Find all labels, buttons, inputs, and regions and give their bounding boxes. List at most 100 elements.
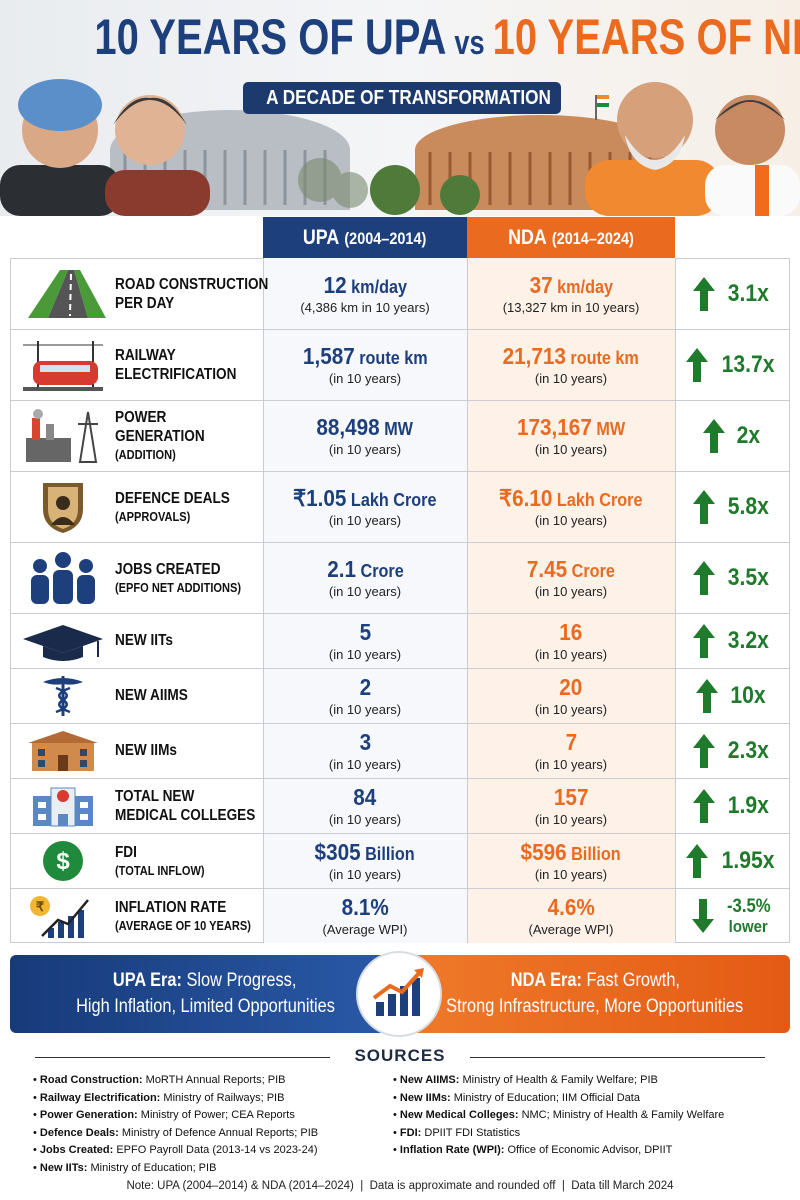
- change-arrow-svg: [703, 418, 726, 453]
- change-cell: 2.3x: [675, 723, 790, 778]
- upa-value: 12: [323, 271, 347, 298]
- source-text: Ministry of Defence Annual Reports; PIB: [121, 1126, 319, 1139]
- change-text-wrap: 2.3x: [725, 736, 772, 764]
- row-icon: ₹: [18, 888, 108, 943]
- row-label: NEW AIIMS: [115, 668, 259, 723]
- upa-value-line: 88,498 MW: [317, 414, 414, 441]
- nda-note: (in 10 years): [534, 370, 608, 386]
- row-divider: [10, 542, 790, 543]
- change-text: 3.2x: [727, 626, 770, 654]
- nda-header-name: NDA: [508, 226, 547, 249]
- nda-value: 4.6%: [547, 893, 595, 920]
- subtitle-wrap: A DECADE OF TRANSFORMATION: [266, 82, 551, 114]
- subtitle: A DECADE OF TRANSFORMATION: [266, 87, 551, 109]
- change-text-wrap: 5.8x: [725, 494, 772, 518]
- nda-unit: Billion: [571, 843, 622, 864]
- nda-value: 21,713: [502, 342, 567, 369]
- source-name: Railway Electrification:: [39, 1091, 161, 1104]
- upa-value: 3: [359, 728, 371, 755]
- upa-value: ₹1.05: [293, 484, 347, 511]
- nda-value: 7.45: [526, 555, 568, 582]
- row-label-line: NEW IITs: [115, 632, 173, 649]
- change-arrow: [691, 898, 714, 933]
- upa-cell: 88,498 MW (in 10 years): [263, 400, 467, 471]
- upa-cell: 5 (in 10 years): [263, 613, 467, 668]
- change-text: 2.3x: [727, 736, 770, 764]
- upa-unit: Billion: [365, 843, 416, 864]
- row-label: RAILWAY ELECTRIFICATION: [115, 329, 259, 400]
- change-text-wrap: 10x: [728, 683, 768, 707]
- change-cell: 13.7x: [675, 329, 790, 400]
- nda-cell: 7 (in 10 years): [467, 723, 675, 778]
- change-arrow: [693, 733, 716, 768]
- change-arrow-svg: [693, 560, 716, 595]
- row-icon: [18, 542, 108, 613]
- nda-value-line: 16: [559, 619, 582, 646]
- change-arrow-svg: [696, 678, 719, 713]
- row-icon-svg: [33, 787, 93, 826]
- upa-banner-text: Slow Progress,: [186, 970, 297, 991]
- change-text-wrap: 3.5x: [725, 565, 772, 589]
- upa-value-line: 3: [359, 729, 371, 756]
- row-label: FDI (TOTAL INFLOW): [115, 833, 259, 888]
- row-icon: [18, 668, 108, 723]
- upa-cell: 3 (in 10 years): [263, 723, 467, 778]
- nda-value-line: $596 Billion: [521, 839, 621, 866]
- change-cell: -3.5% lower: [675, 888, 790, 943]
- row-label: JOBS CREATED (EPFO NET ADDITIONS): [115, 542, 259, 613]
- source-item: • New IIMs: Ministry of Education; IIM O…: [393, 1091, 640, 1104]
- upa-note: (4,386 km in 10 years): [300, 299, 430, 315]
- change-arrow: [686, 347, 709, 382]
- source-name: Inflation Rate (WPI):: [399, 1144, 505, 1156]
- row-label: ROAD CONSTRUCTION PER DAY: [115, 258, 268, 329]
- nda-value-line: 7.45 Crore: [527, 556, 615, 583]
- source-name: Power Generation:: [39, 1109, 138, 1121]
- source-text: Ministry of Education; IIM Official Data: [453, 1091, 640, 1104]
- change-arrow: [696, 678, 719, 713]
- title-upa: 10 YEARS OF UPA: [94, 9, 447, 65]
- upa-header-name: UPA: [303, 226, 340, 249]
- nda-cell: 20 (in 10 years): [467, 668, 675, 723]
- upa-value: 88,498: [316, 413, 381, 440]
- upa-header-period: (2004–2014): [344, 229, 427, 248]
- row-label-line: FDI: [115, 843, 137, 861]
- nda-unit: Crore: [571, 560, 616, 581]
- source-name: Road Construction:: [39, 1074, 143, 1086]
- row-icon: [18, 258, 108, 329]
- source-name: Defence Deals:: [39, 1126, 119, 1139]
- change-arrow-svg: [693, 733, 716, 768]
- upa-column-bg: [263, 258, 467, 943]
- source-item: • Inflation Rate (WPI): Office of Econom…: [393, 1144, 673, 1156]
- upa-value: 2: [359, 673, 371, 700]
- upa-value: $305: [314, 838, 362, 865]
- source-name: New IIMs:: [399, 1091, 451, 1104]
- row-divider: [10, 471, 790, 472]
- nda-unit: km/day: [556, 276, 613, 297]
- row-divider: [10, 329, 790, 330]
- change-arrow: [686, 843, 709, 878]
- upa-note: (in 10 years): [328, 512, 402, 528]
- row-label-line: GENERATION: [115, 428, 205, 445]
- change-arrow: [693, 276, 716, 311]
- upa-cell: 2 (in 10 years): [263, 668, 467, 723]
- upa-banner-lead: UPA Era:: [113, 970, 183, 991]
- change-arrow-svg: [686, 843, 709, 878]
- title-vs: vs: [454, 24, 485, 62]
- row-label-line: PER DAY: [115, 294, 175, 312]
- upa-note: (in 10 years): [328, 583, 402, 599]
- nda-note: (13,327 km in 10 years): [502, 299, 640, 315]
- nda-value: 20: [559, 673, 583, 700]
- change-arrow: [693, 489, 716, 524]
- nda-note: (in 10 years): [534, 512, 608, 528]
- nda-cell: 157 (in 10 years): [467, 778, 675, 833]
- nda-note: (in 10 years): [534, 866, 608, 882]
- change-cell: 10x: [675, 668, 790, 723]
- row-label: NEW IIMs: [115, 723, 259, 778]
- nda-header: NDA (2014–2024): [467, 217, 675, 258]
- change-cell: 3.2x: [675, 613, 790, 668]
- upa-note: (Average WPI): [322, 921, 408, 937]
- upa-value-line: 1,587 route km: [303, 343, 428, 370]
- nda-value-line: 7: [565, 729, 577, 756]
- upa-cell: 12 km/day (4,386 km in 10 years): [263, 258, 467, 329]
